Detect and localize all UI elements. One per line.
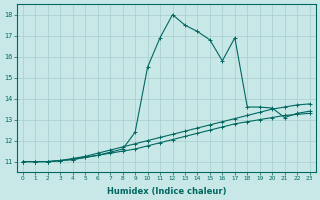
X-axis label: Humidex (Indice chaleur): Humidex (Indice chaleur) [107, 187, 226, 196]
